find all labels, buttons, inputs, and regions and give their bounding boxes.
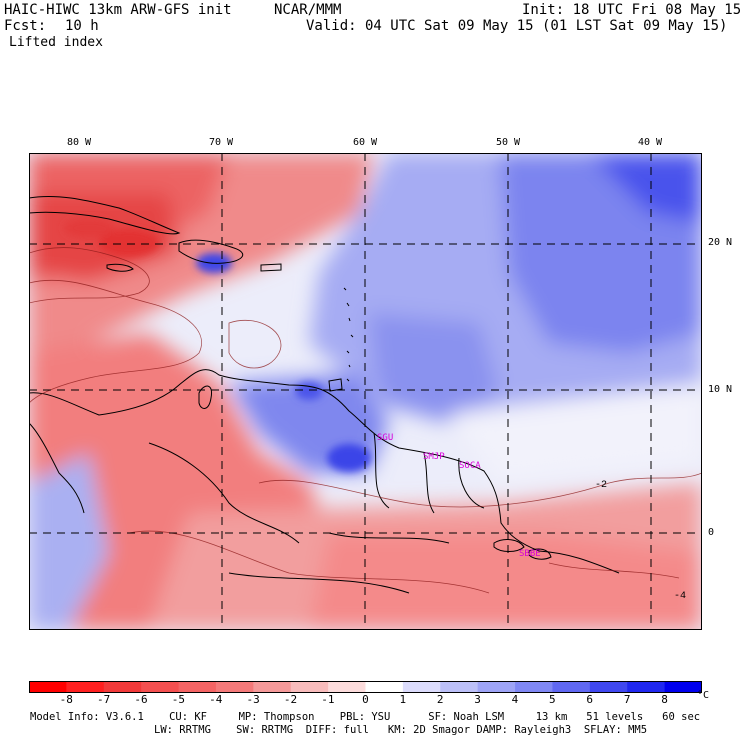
lat-lon-grid (29, 153, 702, 630)
colorbar-label: -4 (209, 693, 223, 706)
lon-label-40w: 40 W (638, 137, 663, 148)
station-soca: SOCA (459, 461, 481, 471)
colorbar-label: -5 (171, 693, 185, 706)
init-time: Init: 18 UTC Fri 08 May 15 (522, 2, 740, 18)
colorbar-label: 8 (661, 693, 668, 706)
colorbar-label: -7 (96, 693, 111, 706)
colorbar-swatch (402, 681, 441, 693)
colorbar-swatch (29, 681, 67, 693)
colorbar-frame (29, 681, 702, 693)
colorbar-swatch (515, 681, 553, 693)
lon-label-60w: 60 W (353, 137, 378, 148)
colorbar-label: 7 (623, 693, 631, 706)
colorbar-swatch (627, 681, 666, 693)
colorbar-swatch (440, 681, 479, 693)
colorbar-swatch (66, 681, 105, 693)
lon-label-50w: 50 W (496, 137, 521, 148)
lat-label-10n: 10 N (708, 384, 733, 395)
colorbar-swatch (477, 681, 516, 693)
colorbar-swatch (253, 681, 292, 693)
colorbar-swatch (664, 681, 702, 693)
colorbar-swatch (141, 681, 180, 693)
model-title: HAIC-HIWC 13km ARW-GFS init (4, 2, 232, 18)
colorbar-label: 4 (511, 693, 519, 706)
map-frame (29, 153, 702, 630)
colorbar-label: 1 (399, 693, 407, 706)
lifted-index-map: -2 -4 (29, 153, 702, 630)
model-info-line1: Model Info: V3.6.1 CU: KF MP: Thompson P… (30, 711, 701, 723)
colorbar-swatch (290, 681, 329, 693)
lon-label-80w: 80 W (67, 137, 92, 148)
center-label: NCAR/MMM (274, 2, 342, 18)
colorbar-label: 5 (549, 693, 556, 706)
colorbar-label: -3 (246, 693, 260, 706)
valid-time: Valid: 04 UTC Sat 09 May 15 (01 LST Sat … (306, 18, 728, 34)
colorbar-swatch (215, 681, 254, 693)
lat-label-eq: 0 (708, 527, 715, 538)
colorbar-swatch (328, 681, 366, 693)
lon-label-70w: 70 W (209, 137, 234, 148)
lat-label-20n: 20 N (708, 237, 733, 248)
forecast-label: Fcst: (4, 18, 47, 34)
colorbar-label: 2 (436, 693, 444, 706)
contour-label-minus-4: -4 (674, 591, 686, 602)
colorbar-label: 0 (362, 693, 369, 706)
colorbar-label: 6 (586, 693, 594, 706)
contour-label-minus-2: -2 (595, 480, 607, 491)
field-name: Lifted index (9, 35, 103, 50)
colorbar-unit: °C (697, 690, 710, 701)
shaded-detail (64, 218, 371, 472)
station-smjp: SMJP (423, 452, 445, 462)
contour-lines (29, 247, 702, 594)
colorbar-label: -8 (59, 693, 73, 706)
colorbar-swatch (103, 681, 142, 693)
coastlines (29, 195, 620, 594)
colorbar (29, 681, 702, 693)
colorbar-swatch (552, 681, 591, 693)
colorbar-swatch (365, 681, 404, 693)
colorbar-label: -6 (134, 693, 148, 706)
colorbar-label: 3 (474, 693, 481, 706)
colorbar-label: -1 (321, 693, 335, 706)
station-sgu: SGU (377, 433, 394, 443)
model-info-line2: LW: RRTMG SW: RRTMG DIFF: full KM: 2D Sm… (154, 724, 648, 736)
station-sbbe: SBBE (519, 549, 541, 559)
colorbar-swatch (178, 681, 217, 693)
forecast-hour: 10 h (65, 18, 99, 34)
colorbar-swatch (589, 681, 628, 693)
colorbar-label: -2 (283, 693, 298, 706)
